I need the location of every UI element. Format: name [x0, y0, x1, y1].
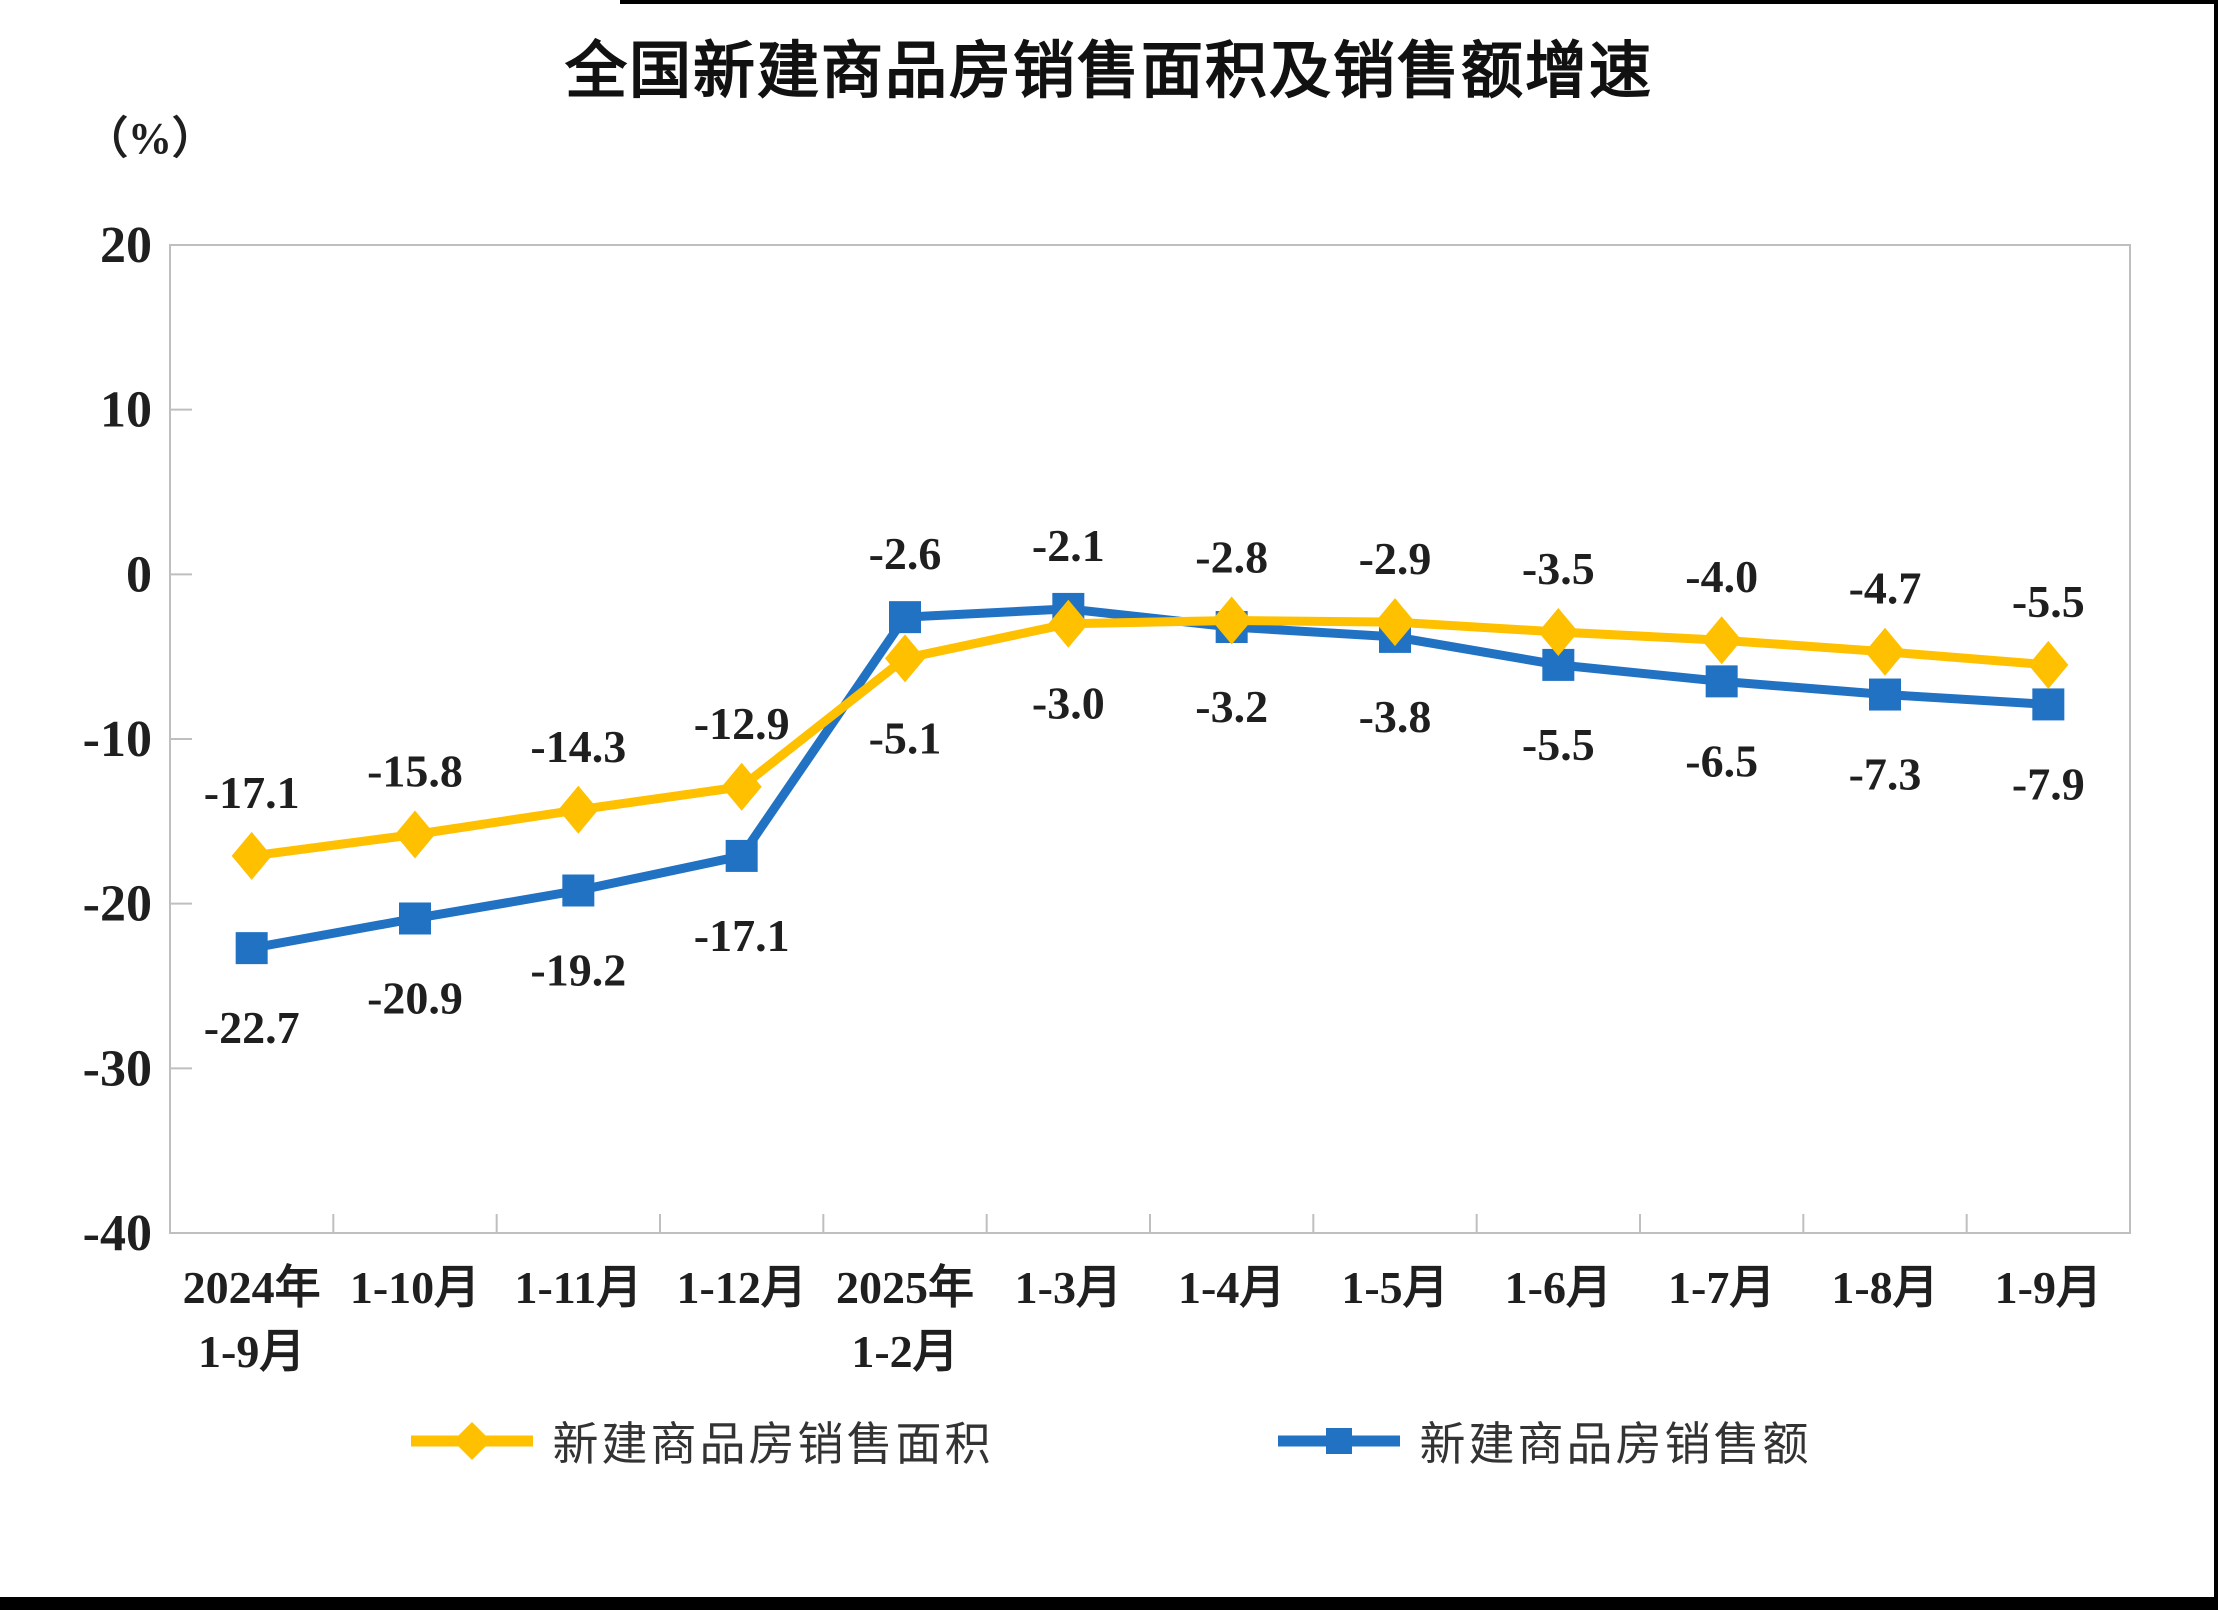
x-axis-category-label: 2025年 — [836, 1262, 974, 1313]
series-line-sales-area — [251, 615, 2049, 861]
data-label-sales-amount: -7.3 — [1849, 749, 1922, 800]
x-axis-category-label: 1-2月 — [851, 1326, 958, 1377]
x-axis-category-label: 1-6月 — [1505, 1262, 1612, 1313]
data-label-sales-area: -3.0 — [1032, 678, 1105, 729]
data-point-marker-sales-area — [1701, 616, 1742, 665]
x-axis-category-label: 1-9月 — [198, 1326, 305, 1377]
y-axis-tick-label: 20 — [100, 217, 152, 274]
legend-marker-sales-amount-icon — [1277, 1428, 1400, 1454]
data-label-sales-amount: -5.5 — [1522, 719, 1595, 770]
data-point-marker-sales-area — [1375, 598, 1415, 647]
data-label-sales-amount: -17.1 — [694, 910, 790, 961]
data-label-sales-area: -17.1 — [204, 767, 300, 818]
data-point-marker-sales-amount — [2032, 688, 2065, 721]
data-label-sales-amount: -22.7 — [204, 1002, 300, 1053]
x-axis-category-label: 1-12月 — [677, 1262, 807, 1313]
data-label-sales-area: -5.5 — [2012, 576, 2085, 627]
series-line-sales-amount — [250, 604, 2049, 953]
unit-label: （%） — [84, 114, 216, 163]
data-point-marker-sales-amount — [889, 601, 921, 634]
data-label-sales-area: -5.1 — [869, 712, 942, 763]
data-point-marker-sales-area — [1865, 627, 1905, 676]
plot-border — [169, 244, 2131, 1234]
data-point-marker-sales-amount — [725, 839, 758, 872]
x-axis-category-label: 1-10月 — [350, 1262, 480, 1313]
data-label-sales-area: -2.8 — [1195, 531, 1268, 582]
data-label-sales-area: -3.5 — [1522, 543, 1595, 594]
data-label-sales-area: -4.0 — [1685, 551, 1758, 602]
data-label-sales-amount: -3.2 — [1195, 681, 1268, 732]
data-label-sales-amount: -6.5 — [1685, 735, 1758, 786]
x-axis-category-label: 2024年 — [183, 1262, 321, 1313]
x-axis-category-label: 1-11月 — [514, 1262, 642, 1313]
x-axis-category-label: 1-7月 — [1668, 1262, 1775, 1313]
data-point-marker-sales-amount — [1705, 665, 1738, 698]
edge-bar-top — [620, 0, 2218, 4]
y-axis-tick-label: 10 — [100, 382, 152, 439]
data-point-marker-sales-area — [885, 634, 925, 683]
x-axis-category-label: 1-3月 — [1015, 1262, 1122, 1313]
data-label-sales-area: -4.7 — [1849, 563, 1922, 614]
data-point-marker-sales-area — [2028, 640, 2069, 689]
edge-bar-bottom — [0, 1597, 2218, 1610]
legend-label-sales-amount: 新建商品房销售额 — [1419, 1418, 1812, 1470]
edge-bar-right — [2214, 0, 2218, 1610]
x-axis-category-label: 1-8月 — [1831, 1262, 1938, 1313]
data-point-marker-sales-area — [1211, 596, 1252, 645]
data-label-sales-area: -15.8 — [367, 746, 463, 797]
legend: 新建商品房销售面积 新建商品房销售额 — [0, 1408, 2218, 1474]
data-point-marker-sales-area — [721, 762, 762, 811]
data-label-sales-amount: -2.1 — [1032, 520, 1105, 571]
data-label-sales-amount: -20.9 — [367, 972, 463, 1023]
chart-title: 全国新建商品房销售面积及销售额增速 — [564, 37, 1653, 106]
y-axis-tick-label: -20 — [83, 876, 152, 933]
data-label-sales-amount: -19.2 — [530, 944, 626, 995]
data-point-marker-sales-area — [1048, 599, 1089, 648]
data-label-sales-area: -2.9 — [1359, 533, 1432, 584]
data-point-marker-sales-amount — [562, 874, 595, 907]
data-point-marker-sales-amount — [1869, 678, 1901, 711]
legend-marker-sales-area-icon — [410, 1422, 533, 1460]
data-point-marker-sales-area — [231, 831, 272, 880]
data-label-sales-area: -14.3 — [530, 721, 626, 772]
x-axis-category-label: 1-9月 — [1995, 1262, 2102, 1313]
y-axis-tick-label: -10 — [83, 711, 152, 768]
data-point-marker-sales-area — [558, 785, 599, 834]
y-axis-tick-label: -40 — [83, 1205, 152, 1262]
legend-item-sales-area: 新建商品房销售面积 — [407, 1408, 994, 1474]
legend-item-sales-amount: 新建商品房销售额 — [1274, 1408, 1812, 1474]
data-label-sales-area: -12.9 — [694, 698, 790, 749]
x-axis-category-label: 1-5月 — [1341, 1262, 1448, 1313]
data-label-sales-amount: -2.6 — [869, 528, 942, 579]
data-point-marker-sales-area — [1538, 607, 1579, 656]
data-label-sales-amount: -7.9 — [2012, 758, 2085, 809]
data-point-marker-sales-amount — [235, 932, 268, 965]
data-point-marker-sales-amount — [399, 902, 431, 935]
legend-label-sales-area: 新建商品房销售面积 — [552, 1418, 994, 1470]
data-label-sales-amount: -3.8 — [1359, 691, 1432, 742]
y-axis-tick-label: 0 — [126, 546, 152, 603]
data-point-marker-sales-area — [395, 810, 435, 859]
y-axis-tick-label: -30 — [83, 1040, 152, 1097]
x-axis-category-label: 1-4月 — [1178, 1262, 1285, 1313]
